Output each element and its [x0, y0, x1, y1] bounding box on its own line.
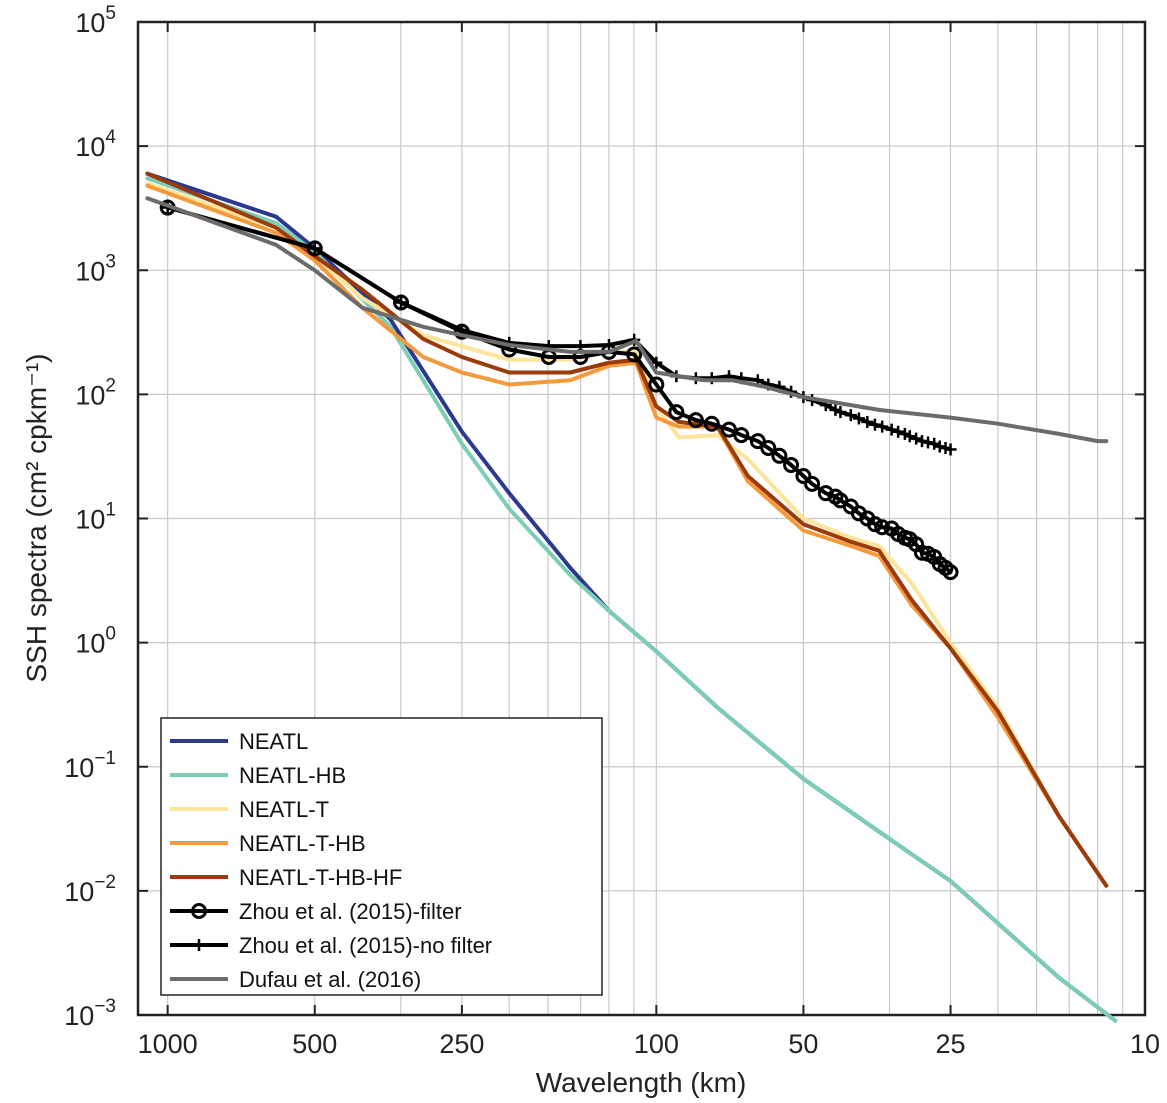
data-point-plus	[844, 409, 857, 422]
data-point-plus	[868, 418, 881, 431]
data-point-plus	[944, 443, 957, 456]
y-tick-label: 100	[75, 624, 116, 659]
x-axis-title: Wavelength (km)	[536, 1067, 747, 1098]
series-line	[165, 205, 953, 575]
y-tick-label: 105	[75, 3, 116, 38]
data-point-circle	[733, 427, 750, 444]
y-axis-title: SSH spectra (cm² cpkm⁻¹)	[21, 353, 52, 682]
data-point-circle	[687, 412, 704, 429]
data-point-plus	[861, 415, 874, 428]
data-point-plus	[876, 420, 889, 433]
legend-box	[160, 717, 603, 996]
data-point-plus	[915, 435, 928, 448]
series-group	[145, 181, 1109, 888]
legend-item: NEATL-T-HB	[170, 831, 366, 856]
data-point-circle	[393, 294, 410, 311]
data-point-circle	[817, 485, 834, 502]
x-tick-label: 100	[634, 1029, 679, 1059]
legend-item: NEATL-HB	[170, 763, 346, 788]
data-point-plus	[602, 338, 615, 351]
data-point-circle	[783, 456, 800, 473]
legend-item: NEATL-T-HB-HF	[170, 865, 402, 890]
data-point-circle	[760, 439, 777, 456]
data-point-circle	[703, 415, 720, 432]
series-line	[145, 171, 1109, 888]
data-point-circle	[795, 467, 812, 484]
legend-label: NEATL-T-HB	[239, 831, 366, 856]
x-tick-label: 10	[1130, 1029, 1160, 1059]
legend-label: NEATL-T-HB-HF	[239, 865, 402, 890]
x-tick-labels: 1000 500 250 100 50 25 10	[138, 1029, 1160, 1059]
legend-items: NEATL NEATL-HB NEATL-T NEATL-T-HB NEATL-T-HB…	[170, 729, 492, 992]
legend-label: NEATL-T	[239, 797, 329, 822]
y-tick-label: 10−1	[64, 748, 116, 783]
legend-label: Zhou et al. (2015)-no filter	[239, 933, 492, 958]
legend-item: Zhou et al. (2015)-no filter	[170, 933, 492, 958]
y-tick-label: 10−2	[64, 872, 116, 907]
legend-item: NEATL-T	[170, 797, 329, 822]
grid-lines	[138, 21, 1146, 1016]
x-tick-label: 1000	[138, 1029, 198, 1059]
data-point-plus	[922, 436, 935, 449]
data-point-circle	[804, 475, 821, 492]
y-tick-labels: 10−3 10−2 10−1 100 101 102 103 104 105	[64, 3, 116, 1031]
series-line	[165, 205, 953, 452]
data-point-plus	[852, 412, 865, 425]
legend-label: Dufau et al. (2016)	[239, 967, 421, 992]
data-point-circle	[668, 404, 685, 421]
y-tick-label: 104	[75, 127, 116, 162]
series-group	[161, 201, 957, 456]
data-point-plus	[892, 425, 905, 438]
data-point-plus	[395, 296, 408, 309]
x-tick-label: 25	[936, 1029, 966, 1059]
data-point-circle	[866, 516, 883, 533]
legend-label: NEATL-HB	[239, 763, 346, 788]
y-tick-label: 102	[75, 375, 116, 410]
series-group	[145, 196, 1109, 444]
data-point-circle	[942, 564, 959, 581]
y-tick-label: 103	[75, 251, 116, 286]
data-point-plus	[933, 440, 946, 453]
legend-label: Zhou et al. (2015)-filter	[239, 899, 462, 924]
y-tick-label: 101	[75, 500, 116, 535]
series-line	[145, 196, 1109, 444]
legend-item: Zhou et al. (2015)-filter	[170, 899, 462, 924]
data-point-circle	[771, 447, 788, 464]
x-tick-label: 500	[292, 1029, 337, 1059]
legend-item: NEATL	[170, 729, 308, 754]
series-layer	[145, 171, 1118, 1023]
data-point-plus	[705, 372, 718, 385]
legend: NEATL NEATL-HB NEATL-T NEATL-T-HB NEATL-T-HB…	[160, 717, 603, 996]
x-tick-label: 250	[439, 1029, 484, 1059]
series-group	[145, 171, 1109, 888]
series-group	[159, 199, 959, 581]
y-tick-label: 10−3	[64, 996, 116, 1031]
tick-marks	[138, 21, 1146, 1016]
x-tick-label: 50	[788, 1029, 818, 1059]
series-line	[145, 181, 1109, 888]
legend-label: NEATL	[239, 729, 308, 754]
data-point-plus	[834, 406, 847, 419]
data-point-circle	[626, 346, 643, 363]
data-point-plus	[308, 242, 321, 255]
data-point-plus	[910, 432, 923, 445]
data-point-circle	[874, 519, 891, 536]
legend-item: Dufau et al. (2016)	[170, 967, 421, 992]
data-point-circle	[648, 376, 665, 393]
data-point-plus	[903, 430, 916, 443]
legend-marker-circle	[191, 903, 207, 919]
data-point-plus	[885, 423, 898, 436]
